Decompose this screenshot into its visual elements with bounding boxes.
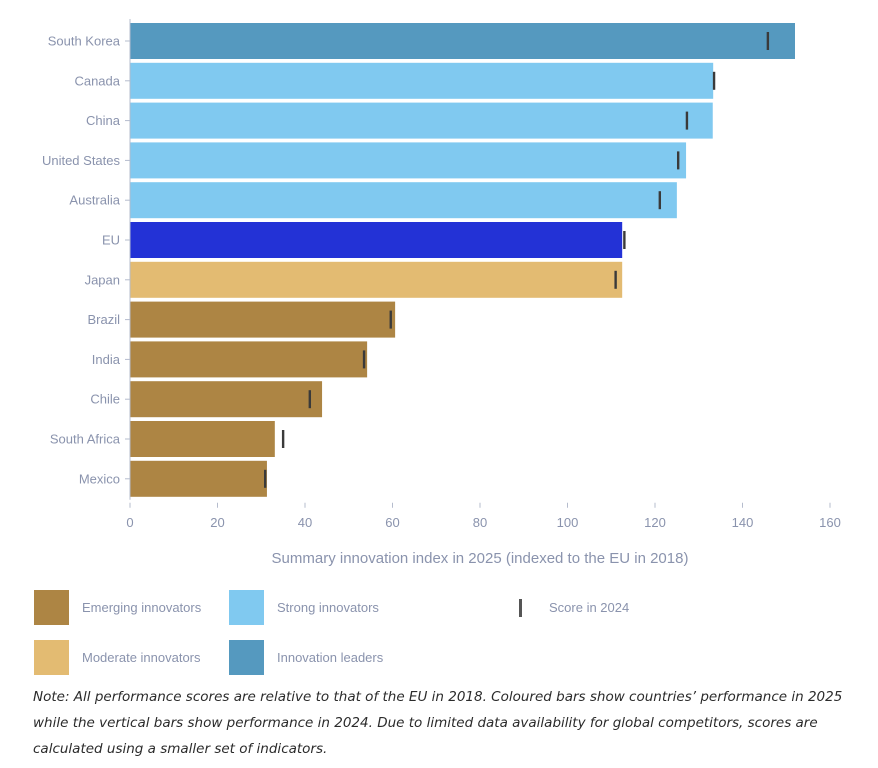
legend-swatch-strong — [229, 590, 264, 625]
marker-2024-eu — [623, 231, 626, 249]
x-tick-label-120: 120 — [644, 515, 666, 530]
legend-item-moderate: Moderate innovators — [34, 640, 201, 675]
chart-note: Note: All performance scores are relativ… — [33, 689, 843, 757]
x-tick-label-60: 60 — [385, 515, 399, 530]
marker-2024-australia — [658, 191, 662, 210]
bar-chile — [130, 381, 323, 418]
y-label-south-korea: South Korea — [48, 34, 121, 49]
y-label-brazil: Brazil — [87, 312, 120, 327]
y-axis-categories: South Korea Canada China United States Austr… — [42, 34, 130, 486]
legend-swatch-moderate — [34, 640, 69, 675]
y-label-mexico: Mexico — [79, 471, 120, 486]
y-label-japan: Japan — [85, 272, 120, 287]
legend-label-strong: Strong innovators — [277, 600, 379, 615]
marker-2024-brazil — [389, 310, 392, 329]
bar-mexico — [130, 460, 267, 497]
y-label-india: India — [92, 352, 121, 367]
bar-united-states — [130, 142, 687, 179]
bar-australia — [130, 182, 677, 219]
marker-2024-india — [362, 350, 366, 369]
legend-item-score-2024: Score in 2024 — [503, 590, 629, 625]
x-tick-label-160: 160 — [819, 515, 841, 530]
x-axis-title: Summary innovation index in 2025 (indexe… — [272, 550, 689, 567]
bar-chart: South Korea Canada China United States Austr… — [42, 19, 841, 567]
y-label-south-africa: South Africa — [50, 432, 121, 447]
marker-2024-japan — [614, 270, 617, 289]
marker-2024-chile — [308, 390, 312, 409]
legend-swatch-emerging — [34, 590, 69, 625]
score-marker-icon — [519, 598, 522, 617]
y-label-canada: Canada — [74, 73, 120, 88]
legend-label-emerging: Emerging innovators — [82, 600, 202, 615]
legend-item-strong: Strong innovators — [229, 590, 379, 625]
bar-eu — [130, 222, 623, 258]
bar-china — [130, 102, 713, 139]
x-tick-label-20: 20 — [210, 515, 224, 530]
legend-item-emerging: Emerging innovators — [34, 590, 201, 625]
legend-item-leaders: Innovation leaders — [229, 640, 383, 675]
x-tick-label-80: 80 — [473, 515, 487, 530]
x-tick-label-140: 140 — [732, 515, 754, 530]
bar-india — [130, 341, 368, 378]
marker-2024-south-africa — [281, 430, 285, 448]
marker-2024-canada — [712, 71, 716, 90]
y-label-australia: Australia — [69, 193, 120, 208]
legend-label-score-2024: Score in 2024 — [549, 600, 630, 615]
bars — [130, 23, 795, 497]
marker-2024-mexico — [263, 469, 267, 488]
x-tick-label-100: 100 — [557, 515, 579, 530]
legend-swatch-leaders — [229, 640, 264, 675]
y-label-chile: Chile — [90, 392, 120, 407]
marker-2024-united-states — [676, 151, 680, 170]
legend-label-moderate: Moderate innovators — [82, 650, 201, 665]
bar-brazil — [130, 301, 396, 338]
bar-japan — [130, 261, 623, 298]
x-axis-ticks: 0 20 40 60 80 100 120 140 160 — [126, 502, 841, 530]
score-2024-markers — [263, 32, 770, 488]
bar-south-africa — [130, 421, 275, 457]
y-label-china: China — [86, 113, 121, 128]
x-tick-label-40: 40 — [298, 515, 312, 530]
bar-canada — [130, 62, 714, 99]
y-label-eu: EU — [102, 233, 120, 248]
marker-2024-china — [685, 111, 689, 130]
y-label-united-states: United States — [42, 153, 121, 168]
bar-south-korea — [130, 23, 795, 59]
legend-label-leaders: Innovation leaders — [277, 650, 384, 665]
x-tick-label-0: 0 — [126, 515, 133, 530]
marker-2024-south-korea — [766, 32, 770, 50]
